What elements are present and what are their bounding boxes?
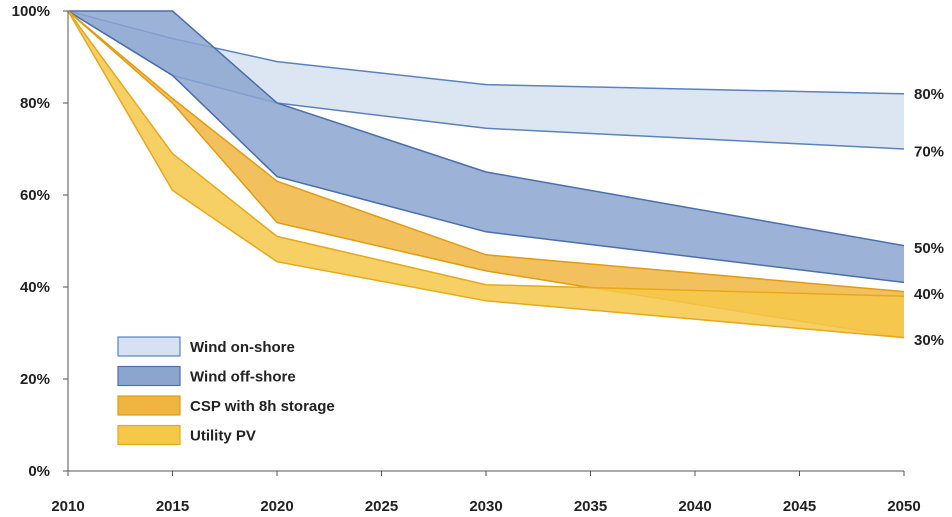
band-wind-off-shore-lower-line <box>67 10 905 284</box>
y-tick-label: 100% <box>12 3 50 20</box>
y-axis-ticks: 0% 20% 40% 60% 80% 100% <box>12 3 68 480</box>
x-tick-label: 2035 <box>574 498 607 515</box>
x-axis-ticks: 2010 2015 2020 2025 2030 2035 2040 2045 2050 <box>51 471 921 515</box>
band-utility-pv-lower-line <box>67 10 905 339</box>
legend-label-csp-with-8h-storage: CSP with 8h storage <box>190 398 335 415</box>
band-wind-on-shore <box>68 11 904 149</box>
band-utility-pv-upper-line <box>67 10 905 297</box>
legend: Wind on-shore Wind off-shore CSP with 8h s… <box>117 336 335 446</box>
end-labels: 80% 70% 50% 40% 30% <box>914 86 944 349</box>
x-tick-label: 2025 <box>365 498 398 515</box>
y-tick-label: 80% <box>20 95 50 112</box>
x-tick-label: 2045 <box>783 498 816 515</box>
x-tick-label: 2015 <box>156 498 189 515</box>
x-tick-label: 2050 <box>887 498 920 515</box>
end-label: 50% <box>914 240 944 257</box>
x-tick-label: 2040 <box>678 498 711 515</box>
end-label: 70% <box>914 143 944 160</box>
y-tick-label: 40% <box>20 279 50 296</box>
x-tick-label: 2030 <box>469 498 502 515</box>
y-tick-label: 20% <box>20 371 50 388</box>
end-label: 80% <box>914 86 944 103</box>
x-tick-label: 2010 <box>51 498 84 515</box>
end-label: 40% <box>914 286 944 303</box>
legend-label-wind-off-shore: Wind off-shore <box>190 369 296 386</box>
x-tick-label: 2020 <box>260 498 293 515</box>
legend-swatch-csp-with-8h-storage <box>117 395 181 416</box>
end-label: 30% <box>914 332 944 349</box>
band-csp-with-8h-storage-upper-line <box>67 10 905 293</box>
legend-label-utility-pv: Utility PV <box>190 428 256 445</box>
band-wind-off-shore-upper-line <box>68 10 905 247</box>
legend-swatch-wind-on-shore <box>117 336 181 357</box>
band-utility-pv <box>68 11 904 338</box>
legend-swatch-utility-pv <box>117 424 181 446</box>
legend-swatch-wind-off-shore <box>117 365 181 387</box>
legend-label-wind-on-shore: Wind on-shore <box>190 339 295 356</box>
series-bands <box>67 10 905 339</box>
y-tick-label: 60% <box>20 187 50 204</box>
band-wind-off-shore <box>68 11 904 283</box>
y-tick-label: 0% <box>28 463 50 480</box>
